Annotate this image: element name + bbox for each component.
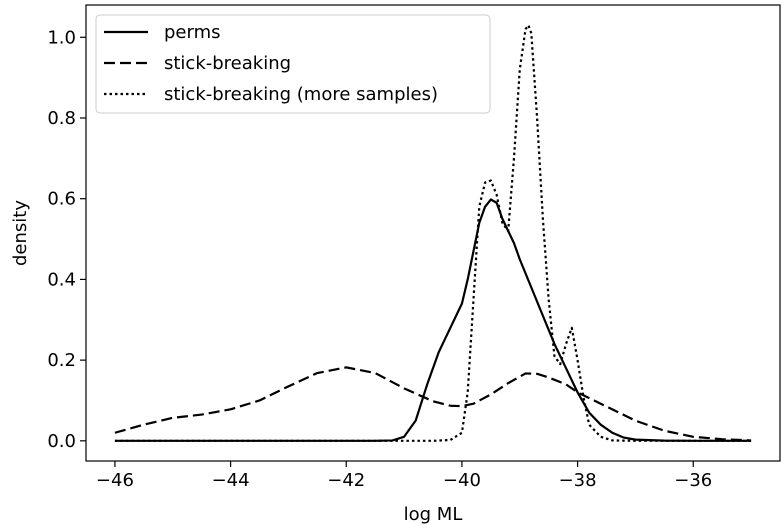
legend: perms stick-breaking stick-breaking (more … [95,14,491,114]
legend-label-2: stick-breaking [164,53,291,74]
x-tick-label: −42 [327,470,365,491]
y-axis-ticks: 0.0 0.2 0.4 0.6 0.8 1.0 [47,27,86,452]
y-tick-label: 0.4 [47,269,76,290]
x-tick-label: −44 [212,470,250,491]
x-axis-ticks: −46 −44 −42 −40 −38 −36 [96,461,712,491]
series-line-2 [114,366,752,442]
legend-label-1: perms [164,22,221,43]
legend-box [95,14,491,114]
series-line-1 [114,198,752,442]
legend-label-3: stick-breaking (more samples) [164,84,438,105]
series-lines [114,24,752,442]
y-tick-label: 0.0 [47,431,76,452]
y-tick-label: 0.6 [47,189,76,210]
x-axis-label: log ML [404,504,463,525]
x-tick-label: −40 [443,470,481,491]
y-axis-label: density [10,200,31,266]
y-tick-label: 0.2 [47,350,76,371]
plot-frame [85,4,781,462]
y-tick-label: 1.0 [47,27,76,48]
x-tick-label: −36 [674,470,712,491]
y-tick-label: 0.8 [47,108,76,129]
x-tick-label: −46 [96,470,134,491]
x-tick-label: −38 [559,470,597,491]
